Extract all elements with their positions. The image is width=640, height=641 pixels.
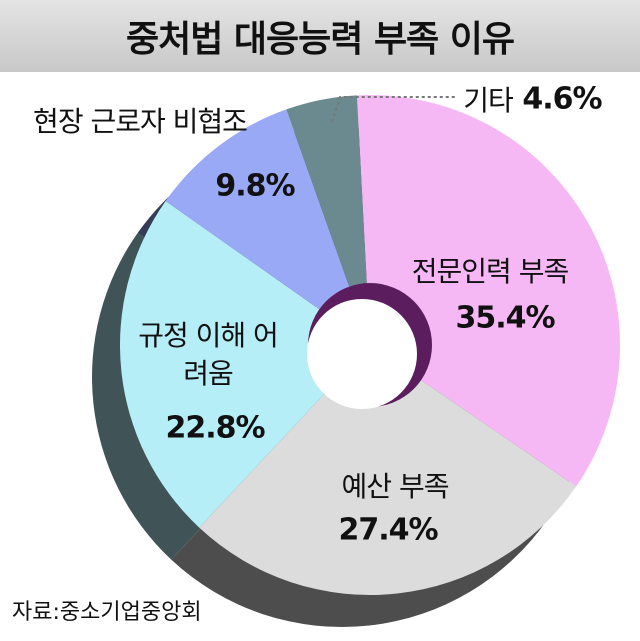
category-label: 예산 부족 [341,470,450,503]
value-label: 27.4% [338,512,438,548]
chart-title: 중처법 대응능력 부족 이유 [0,0,640,72]
source: 자료:중소기업중앙회 [12,600,202,625]
category-label: 전문인력 부족 [411,255,569,288]
hole [307,299,417,409]
value-label: 35.4% [455,300,555,336]
slice [286,95,370,345]
value-label: 4.6% [522,81,602,117]
category-label: 현장 근로자 비협조 [33,105,248,138]
value-label: 22.8% [165,410,265,446]
category-label: 기타 [463,84,514,117]
slice [356,94,621,487]
category-label: 규정 이해 어려움 [138,319,279,390]
slice [165,109,370,345]
value-label: 9.8% [215,168,295,204]
slice [120,201,370,528]
leader-line [331,96,456,123]
slice [199,345,577,595]
